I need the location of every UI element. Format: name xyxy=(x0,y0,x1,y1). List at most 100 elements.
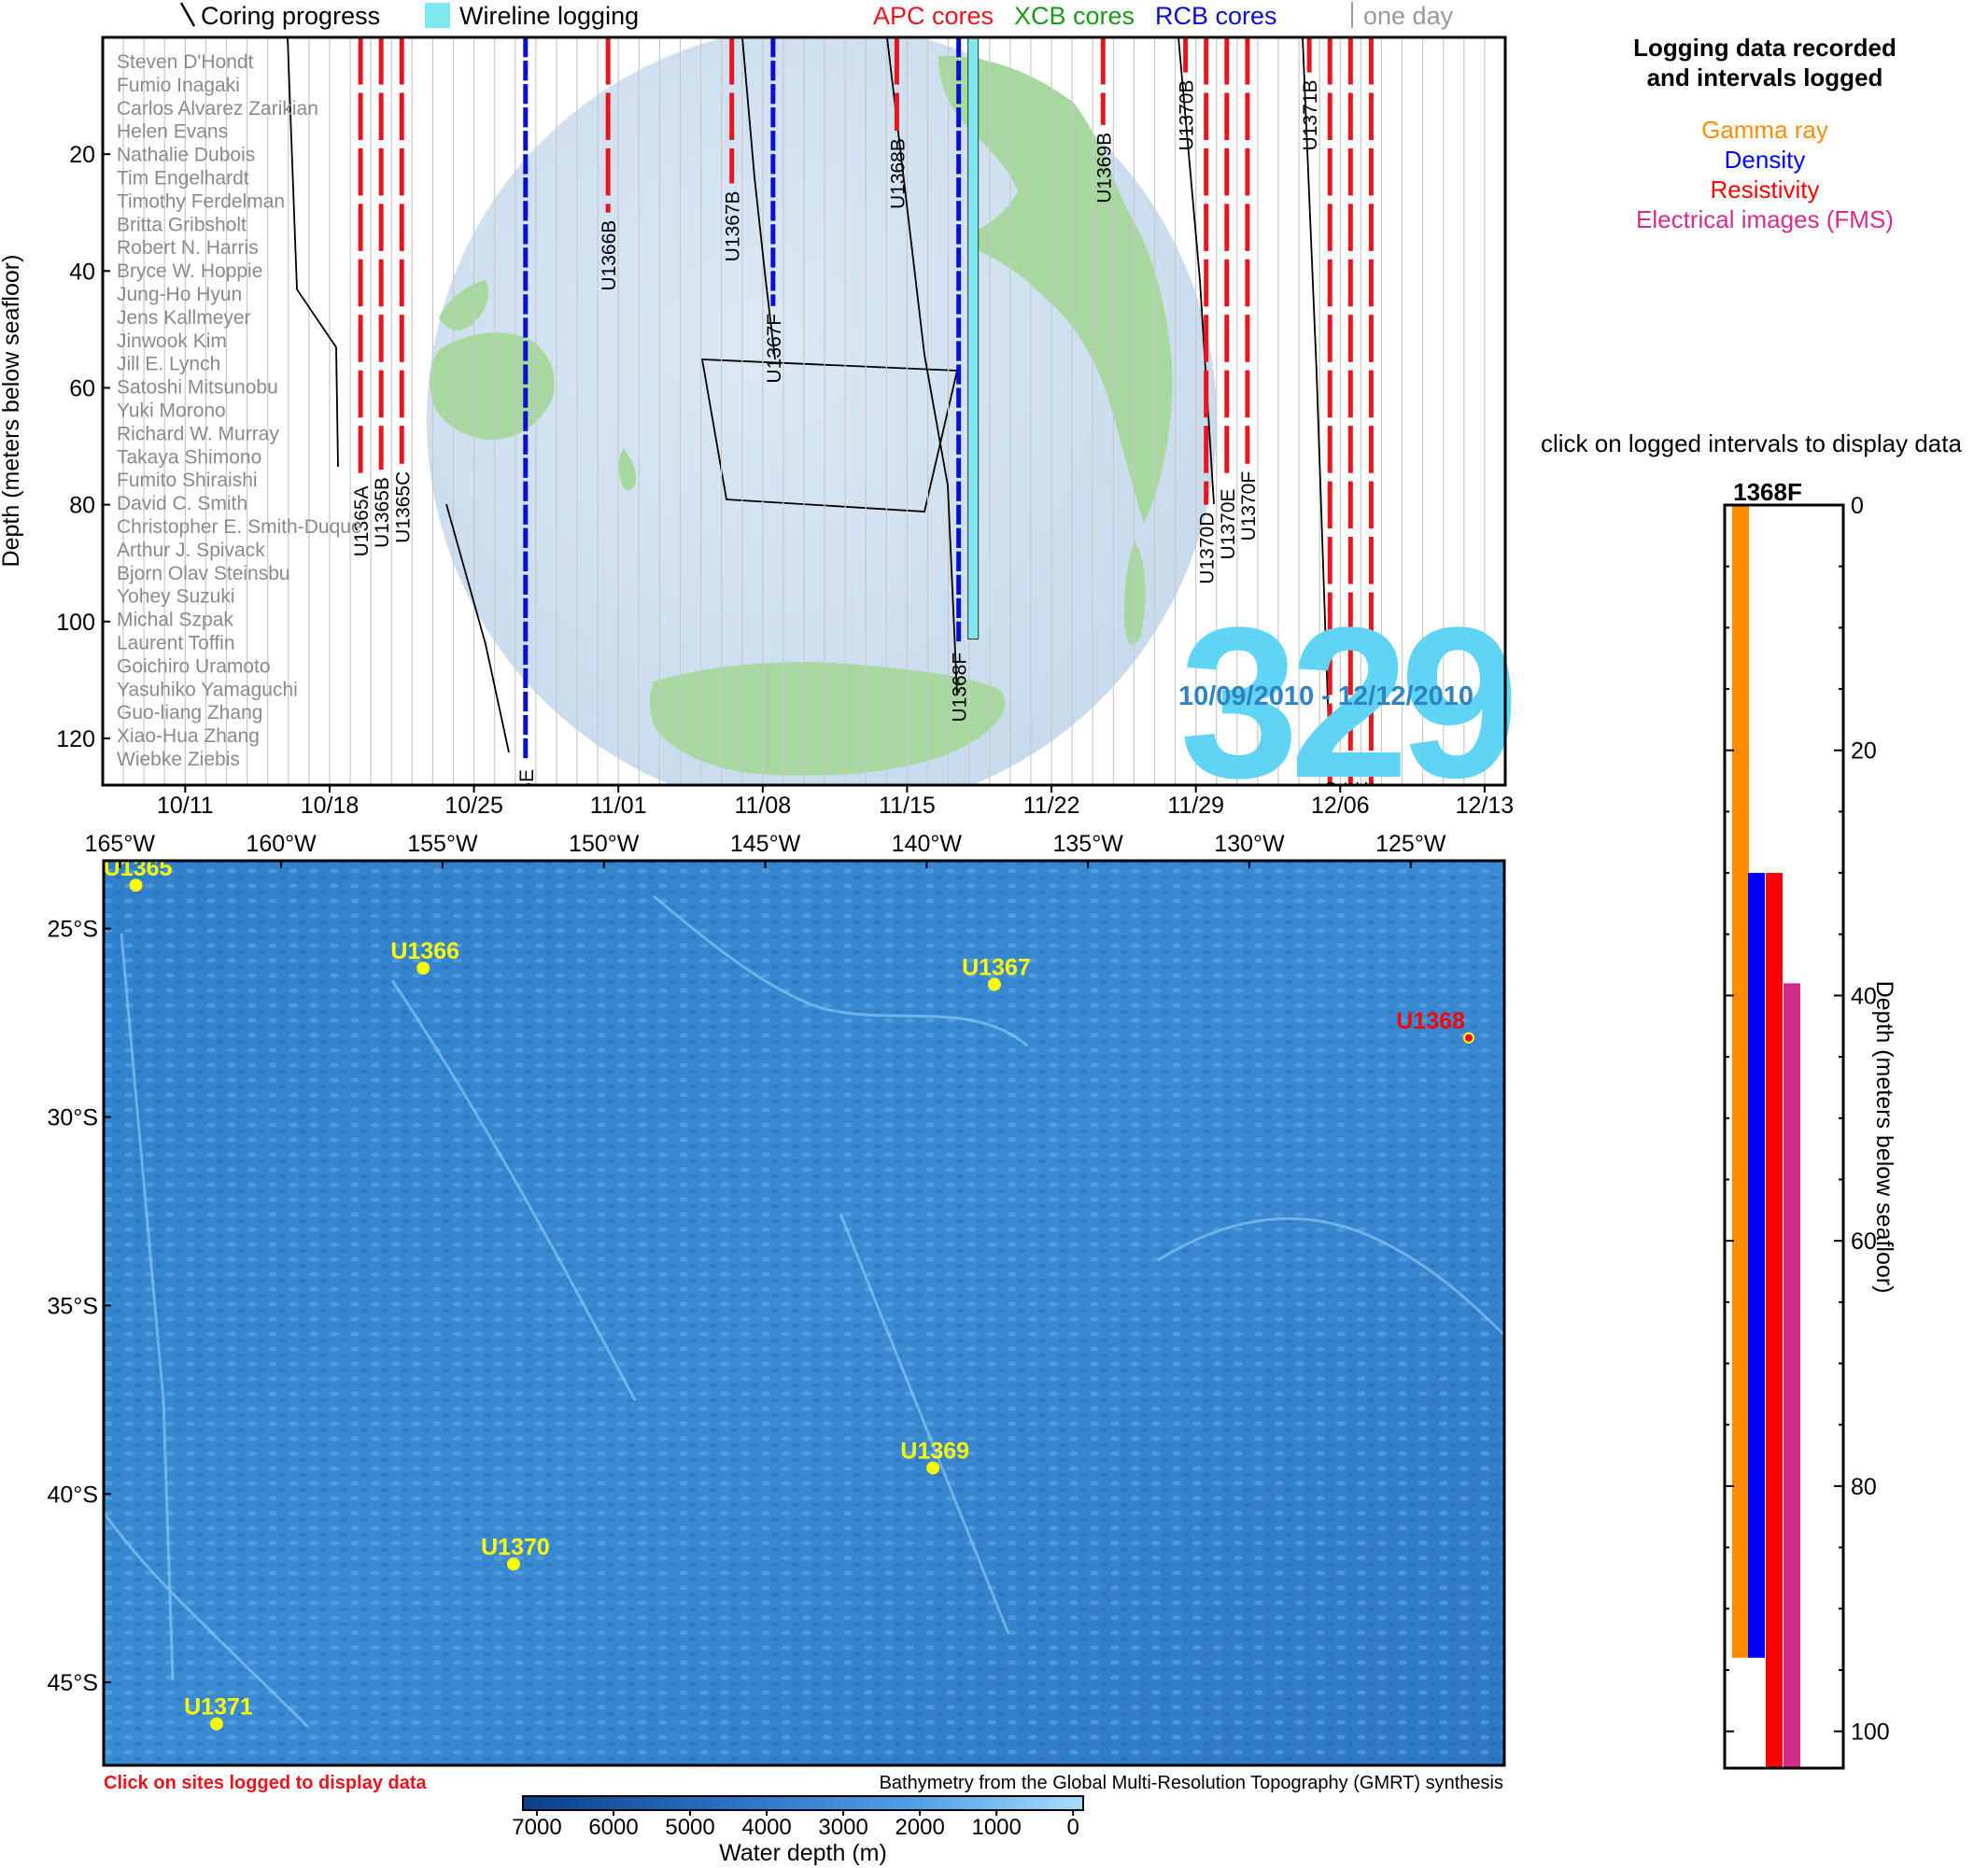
core-segment xyxy=(523,201,529,221)
site-label[interactable]: U1366 xyxy=(390,938,459,964)
core-segment xyxy=(399,315,404,362)
scientist-name: Wiebke Ziebis xyxy=(117,749,240,770)
site-label[interactable]: U1367 xyxy=(962,954,1031,980)
core-column-u1367b[interactable] xyxy=(729,37,735,184)
map-ridge xyxy=(390,979,637,1401)
core-segment xyxy=(523,341,529,361)
core-segment xyxy=(1245,204,1250,251)
map-ridge xyxy=(1157,1216,1504,1337)
site-u1367[interactable]: U1367 xyxy=(962,954,1031,991)
map-y-tick-label: 45°S xyxy=(48,1670,98,1696)
logged-interval-electrical-images-fms[interactable] xyxy=(1784,983,1800,1768)
map-axes: 165°W 160°W 155°W 150°W 145°W 140°W 135°W 130°W… xyxy=(48,831,1446,1696)
core-segment xyxy=(1204,147,1209,196)
site-marker[interactable] xyxy=(1462,1032,1474,1044)
core-segment xyxy=(956,271,962,291)
hole-label-u1370b: U1370B xyxy=(1177,80,1198,151)
x-tick-label: 10/11 xyxy=(157,793,214,819)
core-column-u1365b[interactable] xyxy=(378,37,384,471)
core-segment xyxy=(1347,703,1353,751)
legend-wireline-label: Wireline logging xyxy=(459,2,639,30)
site-u1368[interactable]: U1368 xyxy=(1396,1008,1474,1044)
core-column-u1365c[interactable] xyxy=(399,37,404,464)
core-column-u1368f[interactable] xyxy=(956,37,962,642)
core-segment xyxy=(1204,315,1209,362)
core-column-u1365a[interactable] xyxy=(358,37,363,473)
colorbar-tick-label: 0 xyxy=(1067,1815,1079,1840)
site-marker[interactable] xyxy=(416,962,430,976)
core-column-u1369b[interactable] xyxy=(1100,37,1106,125)
scientist-name: Christopher E. Smith-Duque xyxy=(117,516,362,538)
site-label[interactable]: U1368 xyxy=(1396,1008,1465,1034)
hole-label-u1371e: U1371E xyxy=(1341,781,1362,852)
site-marker[interactable] xyxy=(987,977,1001,991)
core-segment xyxy=(1327,370,1332,418)
globe-land-newzealand xyxy=(618,448,637,491)
hole-bars xyxy=(358,37,1374,785)
core-segment xyxy=(956,131,962,151)
core-column-u1366b[interactable] xyxy=(605,37,611,213)
core-segment xyxy=(1327,37,1332,85)
logged-interval-resistivity[interactable] xyxy=(1766,873,1783,1768)
colorbar-tick-label: 5000 xyxy=(665,1815,714,1840)
scientist-name: Robert N. Harris xyxy=(117,237,259,259)
hole-label-u1371b: U1371B xyxy=(1300,80,1321,151)
hole-label-u1367b: U1367B xyxy=(723,190,744,261)
legend-gamma-ray: Gamma ray xyxy=(1701,116,1828,144)
core-segment xyxy=(956,621,962,642)
core-column-u1371f[interactable] xyxy=(1368,37,1374,785)
core-segment xyxy=(1368,204,1374,251)
hole-label-u1371f: U1371F xyxy=(1361,781,1383,851)
core-column-u1367f[interactable] xyxy=(770,37,776,306)
core-column-u1370b[interactable] xyxy=(1183,37,1189,73)
site-label[interactable]: U1371 xyxy=(184,1694,253,1721)
scientist-name: Jill E. Lynch xyxy=(117,354,220,375)
scientist-name: Carlos Alvarez Zarikian xyxy=(117,98,318,119)
core-segment xyxy=(1347,37,1353,85)
site-marker[interactable] xyxy=(926,1461,940,1475)
logged-interval-density[interactable] xyxy=(1748,873,1765,1658)
site-u1369[interactable]: U1369 xyxy=(900,1438,969,1475)
site-u1366[interactable]: U1366 xyxy=(390,938,459,976)
wireline-interval-u1368f[interactable] xyxy=(967,37,980,640)
core-segment xyxy=(358,37,363,85)
scientist-name: Satoshi Mitsunobu xyxy=(117,377,278,399)
core-column-u1371b[interactable] xyxy=(1306,37,1312,73)
site-label[interactable]: U1370 xyxy=(481,1534,550,1560)
colorbar-tick-label: 3000 xyxy=(818,1815,867,1840)
hole-label-u1365c: U1365C xyxy=(392,471,414,543)
core-segment xyxy=(1347,537,1353,584)
core-column-u1368b[interactable] xyxy=(894,37,899,132)
scientist-name: Jinwook Kim xyxy=(117,330,227,352)
core-segment xyxy=(1368,537,1374,584)
core-column-u1371d[interactable] xyxy=(1327,37,1332,785)
site-marker[interactable] xyxy=(506,1557,520,1571)
hole-label-u1368b: U1368B xyxy=(887,138,909,209)
legend-apc-label: APC cores xyxy=(873,2,994,30)
map-y-tick-label: 40°S xyxy=(48,1482,98,1508)
core-column-u1370f[interactable] xyxy=(1245,37,1250,464)
site-u1371[interactable]: U1371 xyxy=(184,1694,253,1731)
core-column-u1365e[interactable] xyxy=(523,37,529,759)
core-segment xyxy=(894,92,899,132)
core-column-u1371e[interactable] xyxy=(1347,37,1353,785)
site-marker[interactable] xyxy=(129,878,143,892)
core-segment xyxy=(956,434,962,455)
colorbar-tick-label: 1000 xyxy=(971,1815,1021,1840)
core-column-u1370e[interactable] xyxy=(1224,37,1230,473)
bathymetry-map: U1365 U1366 U1367 U1368 U1369 U1370 U1371 165°… xyxy=(48,831,1506,1866)
hole-label-u1369b: U1369B xyxy=(1093,133,1115,204)
scientist-name: Britta Gribsholt xyxy=(117,214,247,235)
core-segment xyxy=(770,84,776,105)
site-u1370[interactable]: U1370 xyxy=(481,1534,550,1571)
scientist-name: Nathalie Dubois xyxy=(117,145,255,166)
core-segment xyxy=(605,92,611,140)
site-label[interactable]: U1365 xyxy=(104,855,173,881)
site-marker[interactable] xyxy=(209,1717,223,1731)
core-column-u1370d[interactable] xyxy=(1204,37,1209,505)
logged-interval-gamma-ray[interactable] xyxy=(1732,505,1749,1658)
map-x-tick-label: 145°W xyxy=(730,831,801,857)
x-tick-label: 10/18 xyxy=(301,793,360,819)
site-label[interactable]: U1369 xyxy=(900,1438,969,1464)
